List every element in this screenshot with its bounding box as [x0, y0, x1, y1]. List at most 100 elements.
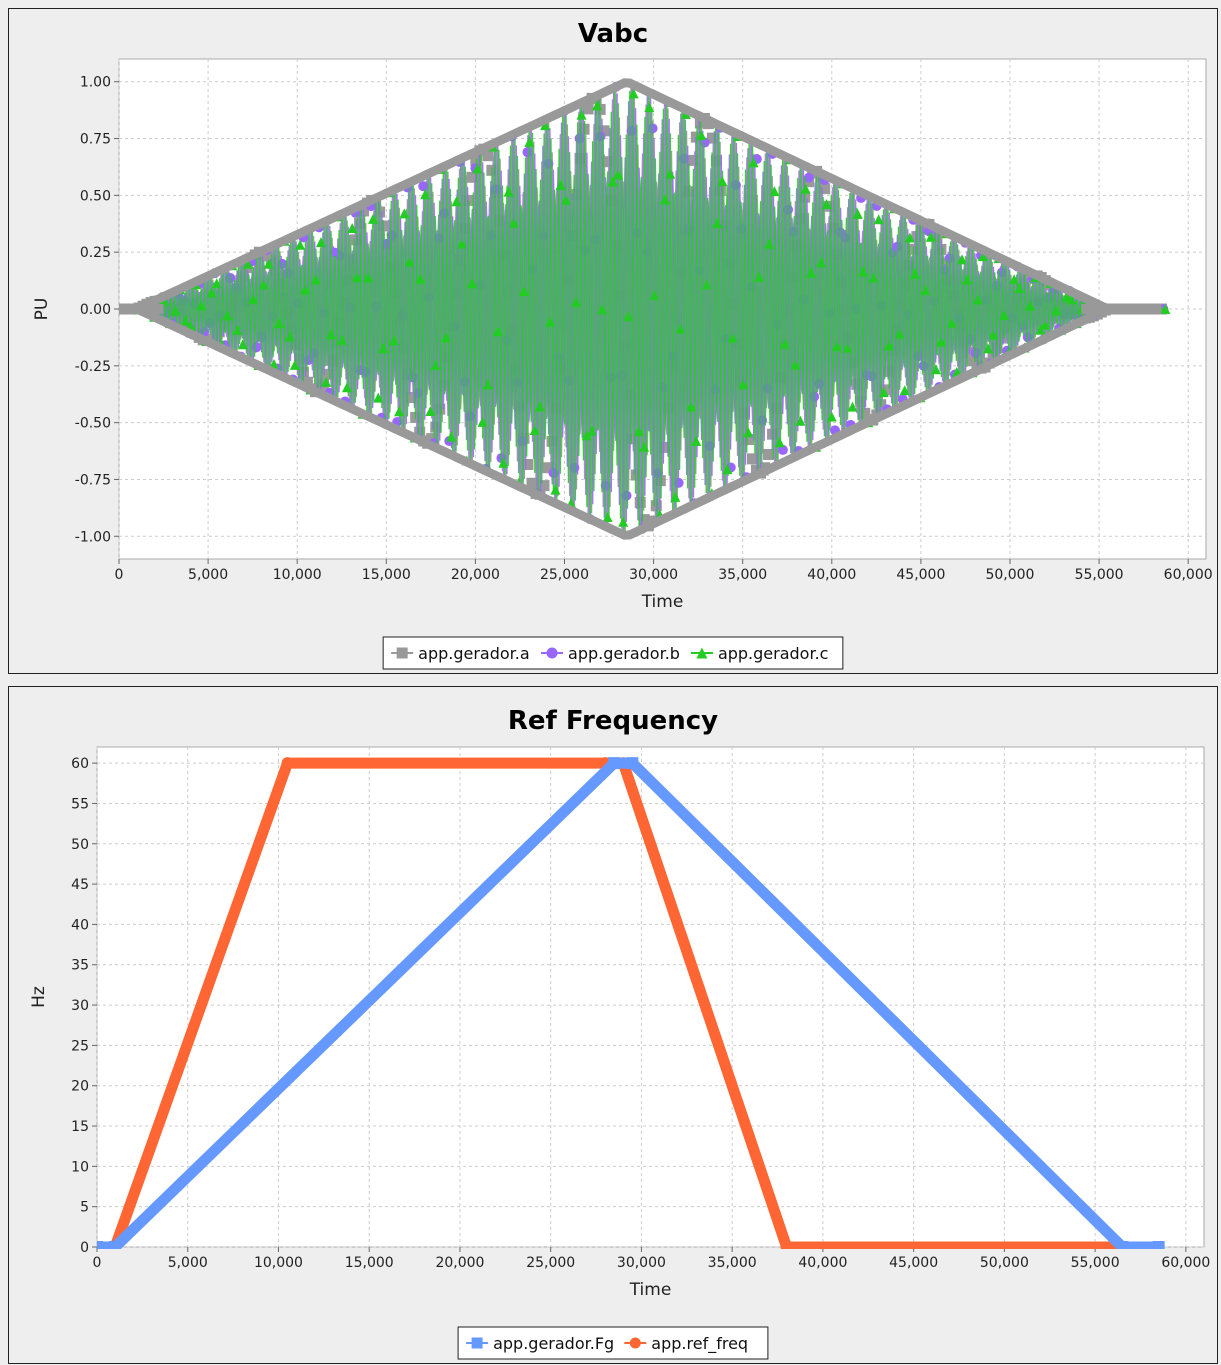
- data-point: [859, 407, 871, 419]
- y-tick-label: 40: [71, 917, 89, 933]
- x-tick-label: 5,000: [188, 567, 228, 583]
- data-point: [608, 757, 621, 770]
- x-tick-label: 10,000: [273, 567, 322, 583]
- data-point: [777, 444, 788, 455]
- data-point: [281, 757, 294, 770]
- upper-envelope: [119, 78, 1162, 314]
- y-tick-label: 60: [71, 756, 89, 772]
- x-tick-label: 45,000: [889, 1255, 938, 1271]
- data-point: [482, 150, 494, 162]
- x-tick-label: 20,000: [435, 1255, 484, 1271]
- data-point: [503, 186, 514, 197]
- data-point: [701, 279, 712, 290]
- data-point: [378, 343, 389, 354]
- data-point: [996, 267, 1007, 278]
- data-point: [649, 290, 660, 301]
- y-tick-label: 0.75: [80, 132, 111, 148]
- data-point: [831, 341, 842, 352]
- data-point: [977, 251, 988, 262]
- x-axis-label: Time: [629, 1280, 672, 1300]
- data-point: [501, 335, 512, 346]
- legend-box: [382, 636, 844, 670]
- data-point: [764, 238, 775, 249]
- data-point: [451, 196, 462, 207]
- lower-envelope: [119, 304, 1162, 540]
- data-point: [634, 496, 646, 508]
- data-point: [472, 163, 483, 174]
- data-point: [644, 102, 655, 113]
- data-point: [727, 332, 738, 343]
- data-point: [1116, 1241, 1129, 1249]
- x-tick-label: 35,000: [708, 1255, 757, 1271]
- data-point: [336, 334, 347, 345]
- gridlines: [96, 747, 1204, 1248]
- data-point: [714, 185, 726, 197]
- data-point: [315, 237, 326, 248]
- data-point: [1061, 291, 1072, 302]
- x-tick-label: 50,000: [985, 567, 1034, 583]
- data-point: [406, 392, 418, 404]
- data-point: [581, 430, 592, 441]
- data-point: [910, 268, 921, 279]
- data-point: [425, 406, 436, 417]
- data-point: [310, 274, 321, 285]
- data-point: [602, 512, 613, 523]
- series-app-gerador-a-envelope: [119, 78, 1162, 540]
- data-point: [498, 457, 509, 468]
- data-point: [899, 385, 910, 396]
- data-point: [418, 181, 429, 192]
- data-point: [420, 189, 431, 200]
- data-point: [800, 183, 811, 194]
- data-point: [526, 477, 538, 489]
- data-point: [352, 272, 363, 283]
- data-point: [222, 310, 233, 321]
- data-point: [538, 480, 550, 492]
- data-point: [529, 425, 540, 436]
- data-point: [362, 272, 373, 283]
- data-point: [780, 1241, 793, 1249]
- data-point: [465, 411, 476, 422]
- x-tick-label: 25,000: [540, 567, 589, 583]
- data-point: [555, 180, 566, 191]
- legend-item-app-gerador-b: app.gerador.b: [541, 644, 680, 663]
- data-point: [673, 477, 684, 488]
- data-point: [522, 459, 534, 471]
- y-tick-label: -0.25: [75, 359, 111, 375]
- legend-item-app-gerador-a: app.gerador.a: [391, 644, 530, 663]
- data-point: [730, 180, 741, 191]
- data-point: [109, 1241, 122, 1249]
- data-point: [414, 426, 426, 438]
- y-tick-label: 0.00: [80, 302, 111, 318]
- data-point: [582, 103, 594, 115]
- data-point: [321, 368, 333, 380]
- legend-box: [457, 1326, 769, 1360]
- data-point: [665, 168, 676, 179]
- data-point: [519, 286, 530, 297]
- data-point: [414, 273, 425, 284]
- data-point: [1035, 324, 1046, 335]
- data-point: [957, 254, 968, 265]
- data-point: [925, 231, 936, 242]
- data-point: [211, 278, 222, 289]
- data-point: [613, 169, 624, 180]
- series-app-gerador-fg: [97, 757, 1165, 1249]
- data-point: [712, 217, 723, 228]
- data-point: [326, 329, 337, 340]
- legend-label: app.gerador.a: [418, 644, 530, 663]
- legend-label: app.gerador.Fg: [493, 1334, 614, 1353]
- legend-marker: [546, 647, 558, 659]
- x-tick-label: 0: [115, 567, 124, 583]
- x-tick-label: 50,000: [980, 1255, 1029, 1271]
- y-tick-label: -0.75: [75, 472, 111, 488]
- data-point: [805, 267, 816, 278]
- data-point: [341, 382, 352, 393]
- data-point: [237, 339, 248, 350]
- data-point: [493, 326, 504, 337]
- data-point: [180, 315, 191, 326]
- data-point: [710, 384, 721, 395]
- y-tick-label: 0: [80, 1240, 89, 1256]
- data-point: [790, 359, 801, 370]
- y-axis-label: PU: [32, 298, 52, 321]
- data-point: [842, 342, 853, 353]
- ref-frequency-chart-panel: Ref Frequency 0 5,000 10,000 15,000 20,000 25,…: [8, 686, 1218, 1364]
